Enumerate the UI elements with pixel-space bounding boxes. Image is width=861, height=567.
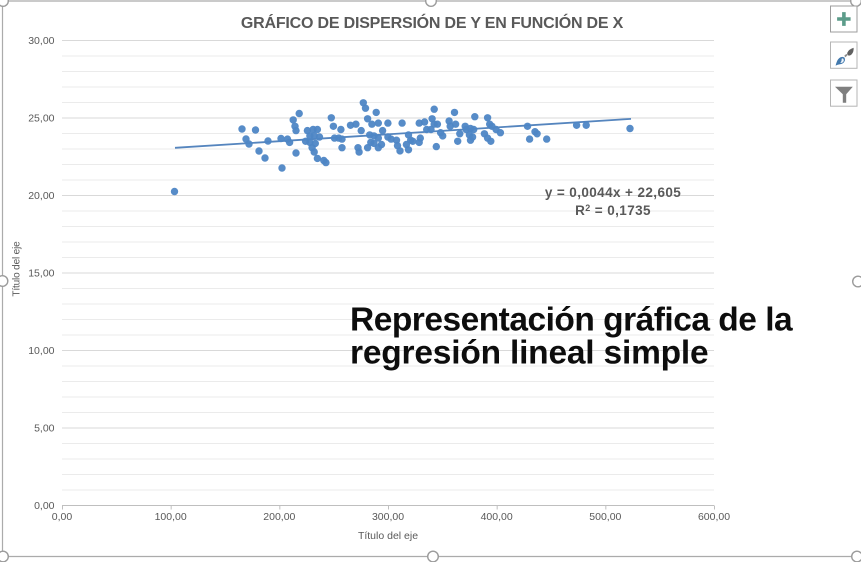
svg-text:10,00: 10,00 <box>28 345 54 357</box>
svg-text:200,00: 200,00 <box>263 511 295 523</box>
svg-text:100,00: 100,00 <box>155 511 187 523</box>
svg-text:300,00: 300,00 <box>372 511 404 523</box>
svg-text:20,00: 20,00 <box>28 190 54 202</box>
svg-text:25,00: 25,00 <box>28 113 54 125</box>
svg-text:600,00: 600,00 <box>698 511 730 523</box>
svg-text:Representación gráfica de la: Representación gráfica de la <box>350 302 793 339</box>
svg-text:regresión lineal simple: regresión lineal simple <box>350 335 708 372</box>
svg-text:GRÁFICO DE DISPERSIÓN DE Y EN: GRÁFICO DE DISPERSIÓN DE Y EN FUNCIÓN DE… <box>241 13 624 32</box>
svg-text:Título del eje: Título del eje <box>358 530 418 542</box>
svg-text:500,00: 500,00 <box>589 511 621 523</box>
svg-text:0,00: 0,00 <box>52 511 73 523</box>
svg-text:30,00: 30,00 <box>28 35 54 47</box>
svg-text:400,00: 400,00 <box>481 511 513 523</box>
svg-text:Título del eje: Título del eje <box>12 241 23 297</box>
svg-text:15,00: 15,00 <box>28 268 54 280</box>
svg-text:R2 = 0,1735: R2 = 0,1735 <box>575 203 651 218</box>
svg-text:5,00: 5,00 <box>34 423 55 435</box>
svg-text:0,00: 0,00 <box>34 500 55 512</box>
svg-text:y = 0,0044x + 22,605: y = 0,0044x + 22,605 <box>545 185 681 200</box>
